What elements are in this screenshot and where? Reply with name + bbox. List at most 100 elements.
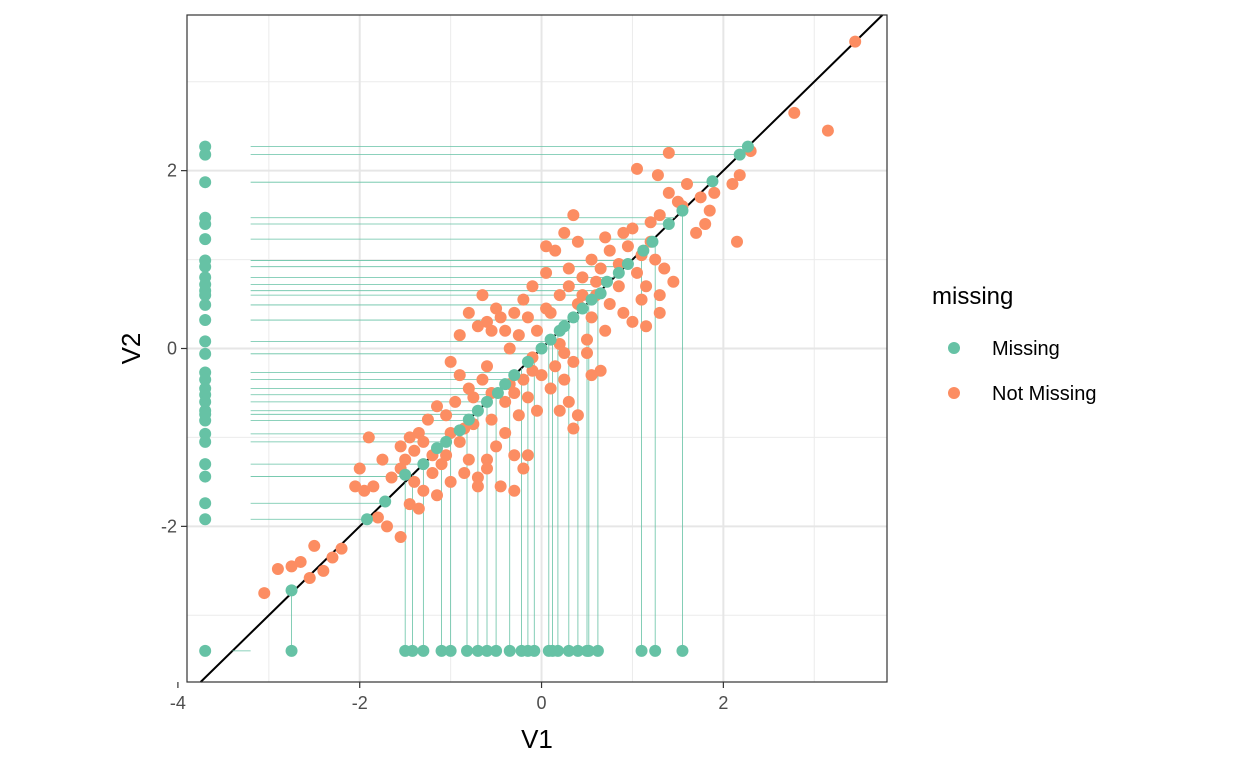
- point-not-missing: [558, 346, 571, 359]
- point-not-missing: [371, 511, 384, 524]
- point-missing: [649, 644, 662, 657]
- point-not-missing: [508, 386, 521, 399]
- point-not-missing: [662, 146, 675, 159]
- point-not-missing: [508, 306, 521, 319]
- point-not-missing: [499, 426, 512, 439]
- point-not-missing: [540, 266, 553, 279]
- point-not-missing: [681, 177, 693, 190]
- x-tick-label: -4: [170, 693, 186, 713]
- point-not-missing: [317, 564, 330, 577]
- point-missing: [417, 644, 430, 657]
- point-not-missing: [494, 480, 507, 493]
- point-not-missing: [590, 275, 603, 288]
- point-not-missing: [603, 244, 616, 257]
- point-missing: [471, 644, 484, 657]
- point-missing: [199, 497, 212, 510]
- point-not-missing: [444, 355, 457, 368]
- point-not-missing: [699, 217, 712, 230]
- point-missing: [662, 217, 675, 230]
- point-missing: [733, 148, 746, 161]
- point-not-missing: [635, 293, 648, 306]
- point-not-missing: [381, 520, 393, 533]
- point-missing: [601, 275, 613, 288]
- point-not-missing: [481, 453, 493, 466]
- point-not-missing: [662, 186, 675, 199]
- point-not-missing: [585, 369, 598, 382]
- point-not-missing: [558, 373, 571, 386]
- point-missing: [594, 287, 607, 300]
- point-not-missing: [476, 289, 489, 302]
- point-not-missing: [733, 169, 746, 182]
- point-not-missing: [431, 489, 443, 502]
- point-missing: [285, 584, 298, 597]
- point-missing: [199, 513, 212, 526]
- point-not-missing: [521, 391, 534, 404]
- point-not-missing: [431, 400, 443, 413]
- point-not-missing: [567, 209, 580, 222]
- point-not-missing: [444, 426, 457, 439]
- point-not-missing: [690, 226, 703, 239]
- point-not-missing: [403, 431, 416, 444]
- point-not-missing: [540, 302, 553, 315]
- point-not-missing: [440, 449, 453, 462]
- point-not-missing: [585, 253, 598, 266]
- point-not-missing: [571, 235, 584, 248]
- point-missing: [535, 342, 548, 355]
- point-missing: [637, 244, 650, 257]
- point-not-missing: [517, 373, 530, 386]
- point-not-missing: [453, 435, 466, 448]
- point-missing: [490, 644, 503, 657]
- point-missing: [521, 355, 534, 368]
- point-missing: [199, 148, 212, 161]
- point-not-missing: [512, 329, 525, 342]
- point-not-missing: [517, 293, 530, 306]
- point-not-missing: [640, 320, 653, 333]
- point-not-missing: [499, 324, 512, 337]
- point-not-missing: [631, 162, 643, 175]
- point-missing: [528, 644, 541, 657]
- x-tick-label: -2: [352, 693, 368, 713]
- point-not-missing: [435, 458, 448, 471]
- point-not-missing: [449, 395, 462, 408]
- point-not-missing: [271, 563, 284, 576]
- point-not-missing: [303, 571, 316, 584]
- point-not-missing: [453, 329, 466, 342]
- point-not-missing: [531, 404, 543, 417]
- point-missing: [453, 424, 466, 437]
- x-tick-label: 2: [718, 693, 728, 713]
- point-not-missing: [571, 409, 584, 422]
- point-not-missing: [440, 409, 453, 422]
- point-missing: [544, 333, 557, 346]
- y-tick-label: 0: [167, 339, 177, 359]
- point-not-missing: [462, 453, 475, 466]
- point-not-missing: [349, 480, 362, 493]
- point-missing: [199, 217, 212, 230]
- point-not-missing: [476, 373, 489, 386]
- point-not-missing: [631, 266, 643, 279]
- point-not-missing: [585, 311, 598, 324]
- point-missing: [582, 644, 595, 657]
- point-missing: [591, 644, 604, 657]
- point-not-missing: [603, 298, 616, 311]
- legend-key-not-missing: [948, 387, 960, 399]
- point-not-missing: [694, 191, 707, 204]
- point-not-missing: [326, 551, 339, 564]
- point-missing: [612, 266, 625, 279]
- point-not-missing: [417, 484, 430, 497]
- y-tick-label: 2: [167, 161, 177, 181]
- point-not-missing: [417, 435, 430, 448]
- point-not-missing: [471, 471, 484, 484]
- point-missing: [585, 293, 598, 306]
- point-not-missing: [508, 484, 521, 497]
- point-missing: [285, 644, 298, 657]
- point-missing: [406, 644, 419, 657]
- point-missing: [481, 395, 493, 408]
- point-not-missing: [358, 484, 371, 497]
- point-not-missing: [444, 475, 457, 488]
- point-missing: [558, 320, 571, 333]
- point-not-missing: [653, 209, 666, 222]
- point-not-missing: [612, 280, 625, 293]
- point-missing: [471, 404, 484, 417]
- point-not-missing: [788, 106, 801, 119]
